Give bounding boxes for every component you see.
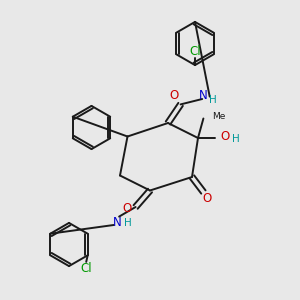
Text: O: O	[122, 202, 131, 215]
Text: Cl: Cl	[80, 262, 92, 275]
Text: H: H	[232, 134, 240, 145]
Text: O: O	[169, 89, 178, 103]
Text: Cl: Cl	[189, 45, 201, 58]
Text: O: O	[220, 130, 229, 143]
Text: Me: Me	[212, 112, 225, 121]
Text: H: H	[209, 95, 217, 105]
Text: N: N	[199, 89, 208, 102]
Text: H: H	[124, 218, 132, 228]
Text: N: N	[113, 215, 122, 229]
Text: O: O	[202, 192, 211, 205]
